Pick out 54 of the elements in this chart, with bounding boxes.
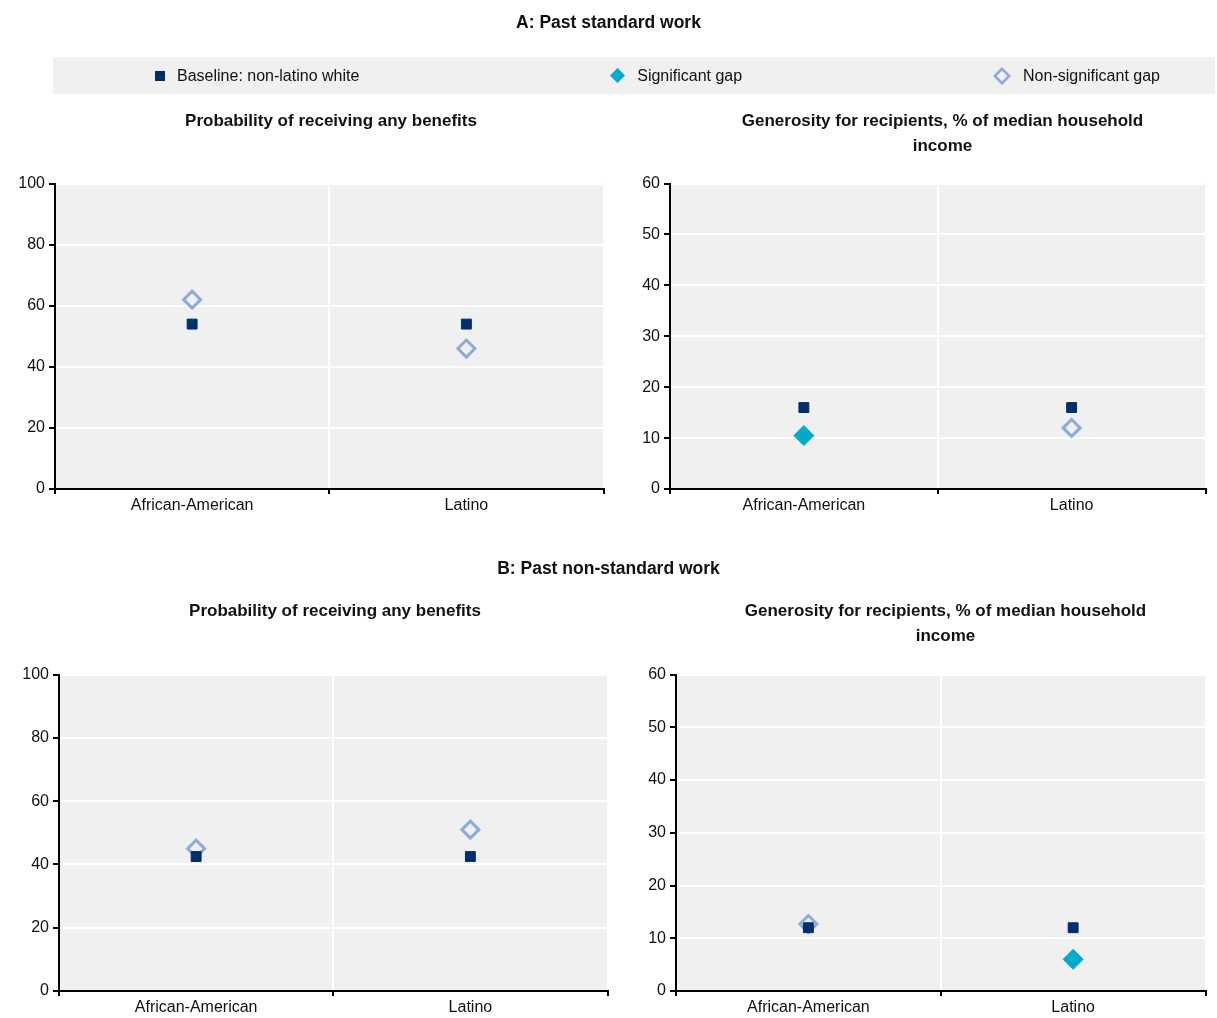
y-tick-label: 100 xyxy=(18,174,46,192)
point xyxy=(182,289,203,310)
y-tick-label: 20 xyxy=(642,377,661,395)
point xyxy=(1061,417,1082,438)
y-tick-label: 60 xyxy=(648,665,667,683)
point xyxy=(190,851,202,862)
legend-label: Baseline: non-latino white xyxy=(177,66,360,85)
y-tick-label: 10 xyxy=(642,428,661,446)
y-tick-label: 100 xyxy=(22,665,50,683)
y-tick-label: 20 xyxy=(27,418,46,436)
point xyxy=(464,851,476,862)
y-tick-label: 80 xyxy=(27,235,46,253)
point xyxy=(798,402,810,414)
x-tick-label: Latino xyxy=(444,496,489,514)
y-tick-label: 40 xyxy=(27,357,46,375)
y-tick-label: 40 xyxy=(31,854,50,872)
legend-label: Significant gap xyxy=(637,66,743,85)
point xyxy=(460,318,472,330)
y-tick-label: 40 xyxy=(648,770,667,788)
chart-title: Probability of receiving any benefits xyxy=(188,600,482,622)
point xyxy=(456,338,477,359)
text: A: Past standard work xyxy=(516,12,701,32)
y-tick-label: 0 xyxy=(40,981,50,999)
y-tick-label: 50 xyxy=(642,224,661,242)
x-tick-label: Latino xyxy=(1051,998,1096,1016)
x-tick-label: Latino xyxy=(1049,496,1094,514)
y-tick-label: 0 xyxy=(36,479,46,497)
y-tick-label: 0 xyxy=(657,981,667,999)
y-tick-label: 50 xyxy=(648,717,667,735)
x-tick-label: African-American xyxy=(742,496,866,514)
chart-title: Probability of receiving any benefits xyxy=(184,110,478,132)
x-tick-label: African-American xyxy=(747,998,870,1016)
text: B: Past non-standard work xyxy=(497,558,720,578)
x-tick-label: African-American xyxy=(130,496,254,514)
point xyxy=(793,425,815,447)
x-tick-label: African-American xyxy=(134,998,258,1016)
legend-label: Non-significant gap xyxy=(1023,66,1160,85)
y-tick-label: 40 xyxy=(642,275,661,293)
y-tick-label: 60 xyxy=(27,296,46,314)
point xyxy=(460,819,481,840)
chart-title: Generosity for recipients, % of median household income xyxy=(740,110,1145,157)
y-tick-label: 0 xyxy=(651,479,661,497)
x-tick-label: Latino xyxy=(448,998,493,1016)
y-tick-label: 30 xyxy=(648,823,667,841)
y-tick-label: 60 xyxy=(642,174,661,192)
point xyxy=(186,318,198,330)
y-tick-label: 60 xyxy=(31,791,50,809)
y-tick-label: 30 xyxy=(642,326,661,344)
chart-title: Generosity for recipients, % of median household income xyxy=(743,600,1148,647)
y-tick-label: 20 xyxy=(648,875,667,893)
y-tick-label: 20 xyxy=(31,918,50,936)
y-tick-label: 10 xyxy=(648,928,667,946)
y-tick-label: 80 xyxy=(31,728,50,746)
point xyxy=(1066,402,1078,414)
